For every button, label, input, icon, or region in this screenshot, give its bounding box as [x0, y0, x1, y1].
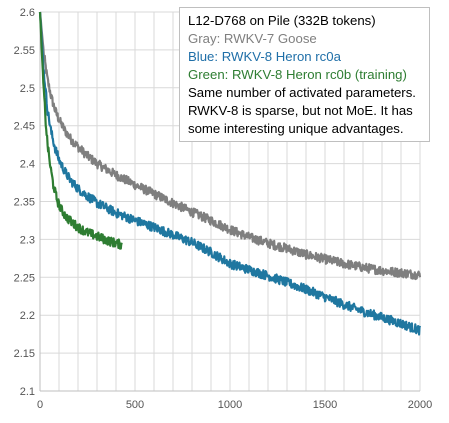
y-tick-label: 2.3: [20, 234, 35, 246]
chart-title: L12-D768 on Pile (332B tokens): [188, 13, 376, 28]
axes: [39, 12, 420, 392]
y-tick-label: 2.45: [14, 121, 35, 133]
y-tick-label: 2.5: [20, 83, 35, 95]
y-tick-label: 2.6: [20, 7, 35, 19]
note-line-1: Same number of activated parameters.: [188, 85, 416, 100]
y-tick-label: 2.1: [20, 386, 35, 398]
series-lines: [38, 11, 422, 336]
tick-labels: 2.1 2.15 2.2 2.25 2.3 2.35 2.4 2.45 2.5 2.55 2.6 0 5…: [14, 7, 433, 411]
x-tick-label: 1500: [313, 399, 337, 411]
y-tick-label: 2.4: [20, 159, 35, 171]
x-tick-label: 500: [126, 399, 144, 411]
series-line-green: [38, 11, 123, 250]
y-tick-label: 2.15: [14, 348, 35, 360]
y-tick-label: 2.55: [14, 45, 35, 57]
x-tick-label: 2000: [408, 399, 432, 411]
note-line-3: some interesting unique advantages.: [188, 121, 404, 136]
note-line-2: RWKV-8 is sparse, but not MoE. It has: [188, 103, 413, 118]
y-tick-label: 2.35: [14, 197, 35, 209]
legend-entry-green: Green: RWKV-8 Heron rc0b (training): [188, 67, 407, 82]
series-line-gray: [38, 11, 422, 281]
legend-box: L12-D768 on Pile (332B tokens) Gray: RWK…: [179, 7, 430, 142]
y-tick-label: 2.2: [20, 310, 35, 322]
legend-entry-blue: Blue: RWKV-8 Heron rc0a: [188, 49, 341, 64]
y-tick-label: 2.25: [14, 272, 35, 284]
x-tick-label: 0: [37, 399, 43, 411]
legend-entry-gray: Gray: RWKV-7 Goose: [188, 31, 317, 46]
series-line-blue: [38, 11, 422, 336]
x-tick-label: 1000: [218, 399, 242, 411]
